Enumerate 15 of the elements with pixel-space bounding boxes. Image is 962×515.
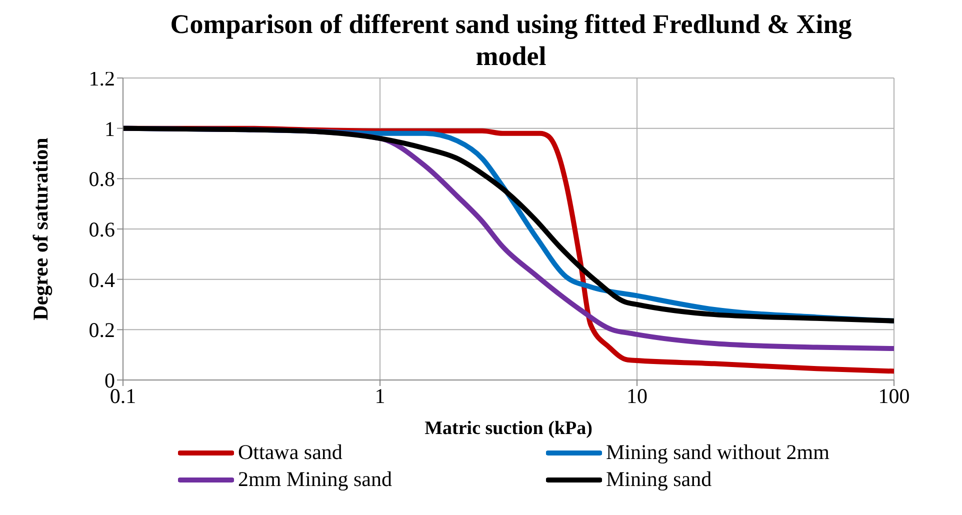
y-tick-label: 0.6 xyxy=(88,217,115,242)
y-tick-label: 0.8 xyxy=(88,167,115,192)
y-tick-label: 0.2 xyxy=(88,318,115,342)
legend-label: 2mm Mining sand xyxy=(238,467,392,492)
legend-label: Mining sand without 2mm xyxy=(606,440,830,465)
x-tick-label: 10 xyxy=(626,384,648,408)
x-tick-label: 100 xyxy=(878,384,910,408)
legend-label: Ottawa sand xyxy=(238,440,342,465)
x-axis-title: Matric suction (kPa) xyxy=(424,418,592,439)
legend-label: Mining sand xyxy=(606,467,712,492)
x-tick-label: 1 xyxy=(374,384,386,408)
y-tick-label: 1 xyxy=(104,116,115,141)
y-axis-title: Degree of saturation xyxy=(28,137,52,320)
chart-title: Comparison of different sand using fitted Fredlund & Xing model xyxy=(170,9,852,71)
y-tick-label: 0.4 xyxy=(88,268,116,292)
